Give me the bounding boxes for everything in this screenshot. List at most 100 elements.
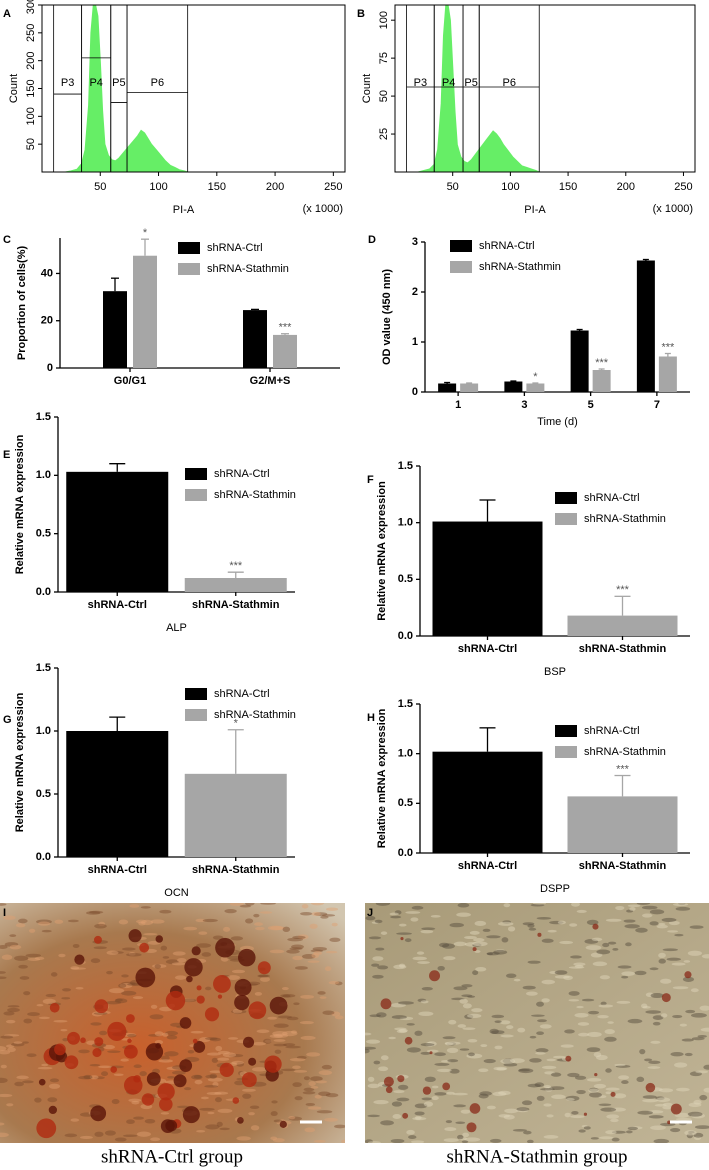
stain — [472, 947, 477, 952]
cell — [662, 1105, 673, 1110]
cell — [635, 927, 648, 933]
cell — [437, 965, 445, 971]
cell — [324, 1117, 338, 1122]
cell — [171, 962, 186, 966]
cell — [280, 994, 296, 998]
cell — [114, 1137, 127, 1142]
cell — [596, 949, 611, 955]
cell — [318, 1070, 333, 1076]
x-tick-label: 200 — [266, 181, 284, 193]
cell — [231, 969, 246, 974]
cell — [273, 1119, 283, 1123]
cell — [685, 1009, 696, 1014]
legend-label: shRNA-Stathmin — [479, 261, 561, 273]
cell — [600, 1001, 607, 1006]
x-axis-note: (x 1000) — [653, 203, 693, 215]
stain — [179, 1059, 193, 1072]
cell — [522, 985, 536, 990]
cell — [158, 1059, 173, 1063]
cell — [590, 1137, 599, 1140]
bar — [460, 383, 479, 392]
legend-swatch — [185, 468, 207, 480]
stain — [125, 1014, 135, 1023]
cell — [642, 1095, 657, 1099]
cell — [205, 1037, 218, 1041]
bar — [184, 578, 287, 592]
cell — [426, 1049, 439, 1053]
cell — [449, 1068, 460, 1074]
cell — [199, 1037, 211, 1043]
panel-letter: C — [3, 234, 11, 246]
cell — [464, 1137, 481, 1142]
panel-letter: J — [367, 907, 373, 919]
photo-background — [365, 903, 709, 1143]
cell — [679, 1023, 687, 1027]
y-tick-label: 0.5 — [36, 788, 51, 800]
cell — [174, 975, 187, 980]
x-tick-label: shRNA-Stathmin — [192, 599, 280, 611]
x-tick-label: 250 — [324, 181, 342, 193]
cell — [536, 1001, 544, 1007]
cell — [111, 1098, 120, 1105]
cell — [565, 1097, 575, 1101]
cell — [131, 1100, 140, 1105]
cell — [42, 998, 56, 1005]
cell — [121, 990, 137, 996]
cell — [281, 987, 289, 991]
cell — [283, 1043, 296, 1047]
stain — [279, 1120, 287, 1128]
cell — [398, 923, 407, 927]
cell — [577, 1022, 590, 1026]
cell — [314, 1094, 322, 1099]
cell — [518, 1068, 531, 1072]
stain — [155, 935, 164, 943]
cell — [569, 923, 578, 927]
cell — [649, 967, 659, 971]
y-tick-label: 200 — [25, 51, 37, 69]
stain — [537, 932, 542, 937]
cell — [658, 1088, 674, 1093]
cell — [703, 1064, 709, 1070]
cell — [568, 991, 580, 996]
cell — [390, 915, 402, 919]
cell — [661, 917, 677, 923]
cell — [159, 909, 172, 914]
cell — [270, 1111, 278, 1117]
cell — [374, 919, 383, 924]
cell — [647, 1066, 661, 1069]
cell — [206, 1052, 221, 1056]
cell — [591, 937, 603, 942]
cell — [341, 1139, 345, 1143]
cell — [118, 919, 129, 925]
cell — [86, 911, 101, 915]
cell — [576, 909, 587, 913]
stain — [179, 1017, 192, 1029]
cell — [667, 930, 679, 933]
cell — [0, 945, 8, 949]
cell — [421, 927, 436, 931]
cell — [292, 935, 306, 940]
cell — [93, 946, 107, 950]
cell — [139, 1071, 147, 1077]
stain — [661, 993, 671, 1003]
legend-label: shRNA-Ctrl — [214, 468, 270, 480]
y-tick-label: 0.0 — [36, 586, 51, 598]
cell — [94, 1131, 104, 1137]
cell — [513, 978, 521, 982]
cell — [658, 922, 666, 926]
y-tick-label: 50 — [378, 90, 390, 102]
cell — [70, 1118, 80, 1122]
cell — [398, 1001, 414, 1005]
cell — [41, 929, 52, 933]
cell — [662, 1102, 673, 1107]
cell — [150, 1004, 158, 1009]
bar — [133, 255, 157, 368]
cell — [375, 903, 391, 906]
cell — [699, 1005, 709, 1011]
cell — [642, 1099, 658, 1103]
cell — [50, 972, 58, 977]
bar — [438, 383, 457, 392]
y-tick-label: 40 — [41, 267, 53, 279]
cell — [140, 906, 151, 909]
cell — [512, 1129, 528, 1132]
